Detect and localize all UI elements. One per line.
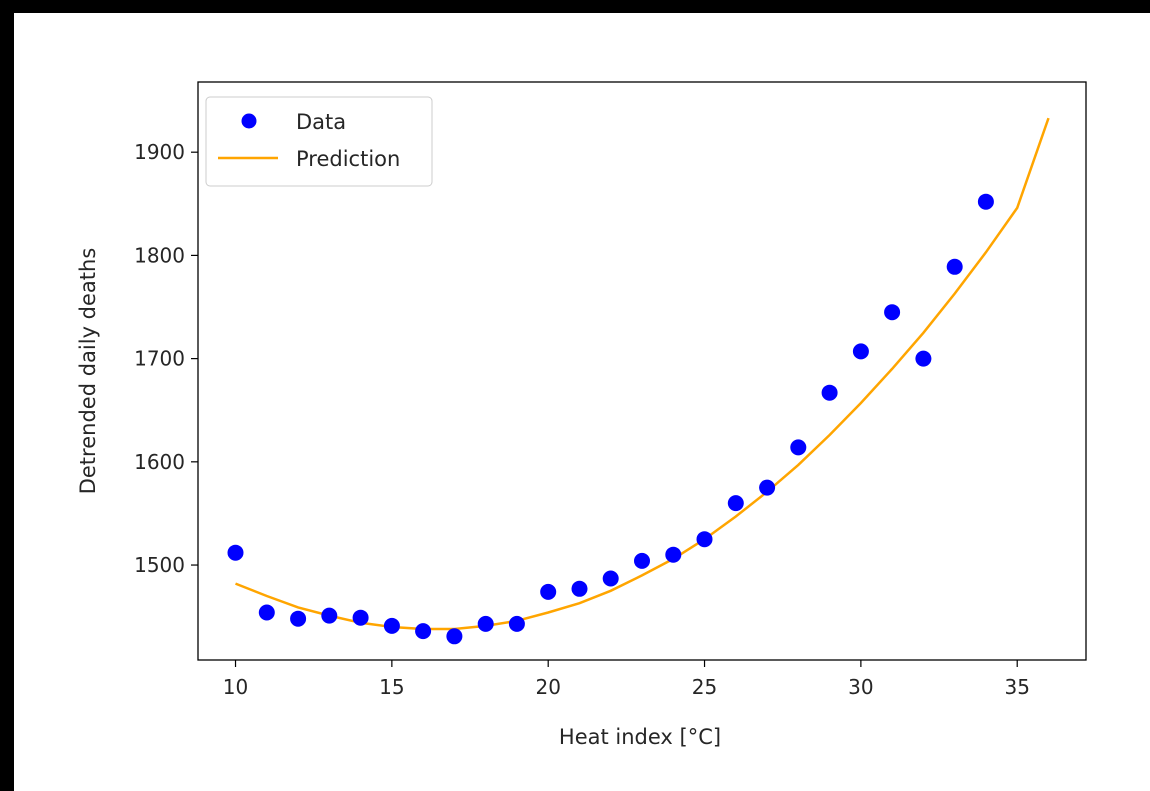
data-point <box>602 570 619 587</box>
y-axis-label: Detrended daily deaths <box>76 248 100 495</box>
data-point <box>759 479 776 496</box>
y-tick-label: 1700 <box>134 347 185 371</box>
data-point <box>415 623 432 640</box>
data-point <box>915 350 932 367</box>
data-point <box>321 607 338 624</box>
y-tick-label: 1600 <box>134 450 185 474</box>
data-point <box>571 580 588 597</box>
data-points <box>227 193 994 645</box>
legend-prediction-label: Prediction <box>296 147 400 171</box>
data-point <box>540 583 557 600</box>
x-tick-label: 15 <box>379 675 404 699</box>
legend-box <box>205 96 433 187</box>
top-border <box>0 0 1150 13</box>
x-tick-label: 10 <box>223 675 248 699</box>
data-point <box>727 495 744 512</box>
data-point <box>352 609 369 626</box>
data-point <box>821 384 838 401</box>
y-tick-label: 1500 <box>134 553 185 577</box>
data-point <box>634 552 650 569</box>
x-axis-label: Heat index [°C] <box>559 725 721 749</box>
legend-data-label: Data <box>296 110 346 134</box>
x-tick-label: 35 <box>1004 675 1029 699</box>
data-point <box>508 615 525 632</box>
data-point <box>696 531 713 548</box>
x-tick-label: 25 <box>692 675 717 699</box>
data-point <box>383 617 400 634</box>
data-point <box>290 610 307 627</box>
legend-data-marker <box>241 113 257 129</box>
data-point <box>446 628 463 645</box>
data-point <box>665 546 682 563</box>
x-axis-ticks: 10 15 20 25 30 35 <box>223 660 1030 699</box>
data-point <box>977 193 994 210</box>
y-tick-label: 1800 <box>134 243 185 267</box>
legend: Data Prediction <box>205 96 433 187</box>
data-point <box>258 604 275 621</box>
x-tick-label: 30 <box>848 675 873 699</box>
data-point <box>852 343 869 360</box>
data-point <box>946 258 963 275</box>
y-tick-label: 1900 <box>134 140 185 164</box>
prediction-line <box>235 117 1050 631</box>
left-border <box>0 0 14 791</box>
y-axis-ticks: 1500 1600 1700 1800 1900 <box>134 140 198 577</box>
data-point <box>884 304 901 321</box>
data-point <box>790 439 807 456</box>
data-point <box>227 544 244 561</box>
data-point <box>477 615 494 632</box>
x-tick-label: 20 <box>535 675 560 699</box>
